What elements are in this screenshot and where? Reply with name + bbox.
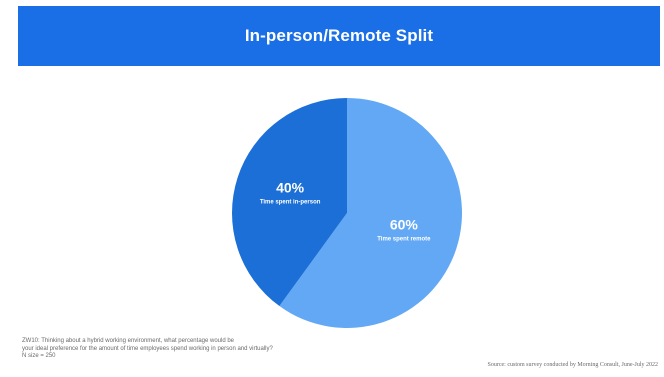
footnote-line-1: ZW10: Thinking about a hybrid working en… [22,338,235,344]
pie-slice-time-spent-remote [279,98,463,328]
pie-slices-group [232,98,463,328]
slice-percent-label: 60% [390,216,419,232]
title-banner: In-person/Remote Split [18,6,660,66]
source-note: Source: custom survey conducted by Morni… [487,362,658,368]
footnote: ZW10: Thinking about a hybrid working en… [22,338,352,361]
slice-category-label: Time spent in-person [260,200,321,206]
slice-category-label: Time spent remote [377,236,431,242]
footnote-line-3: N size = 250 [22,353,56,359]
pie-slice-time-spent-in-person [232,98,347,307]
chart-title: In-person/Remote Split [244,26,434,45]
pie-labels-group: 60% Time spent remote 40% Time spent in-per… [260,180,431,243]
footnote-line-2: your ideal preference for the amount of … [22,345,273,352]
slice-percent-label: 40% [276,180,305,196]
